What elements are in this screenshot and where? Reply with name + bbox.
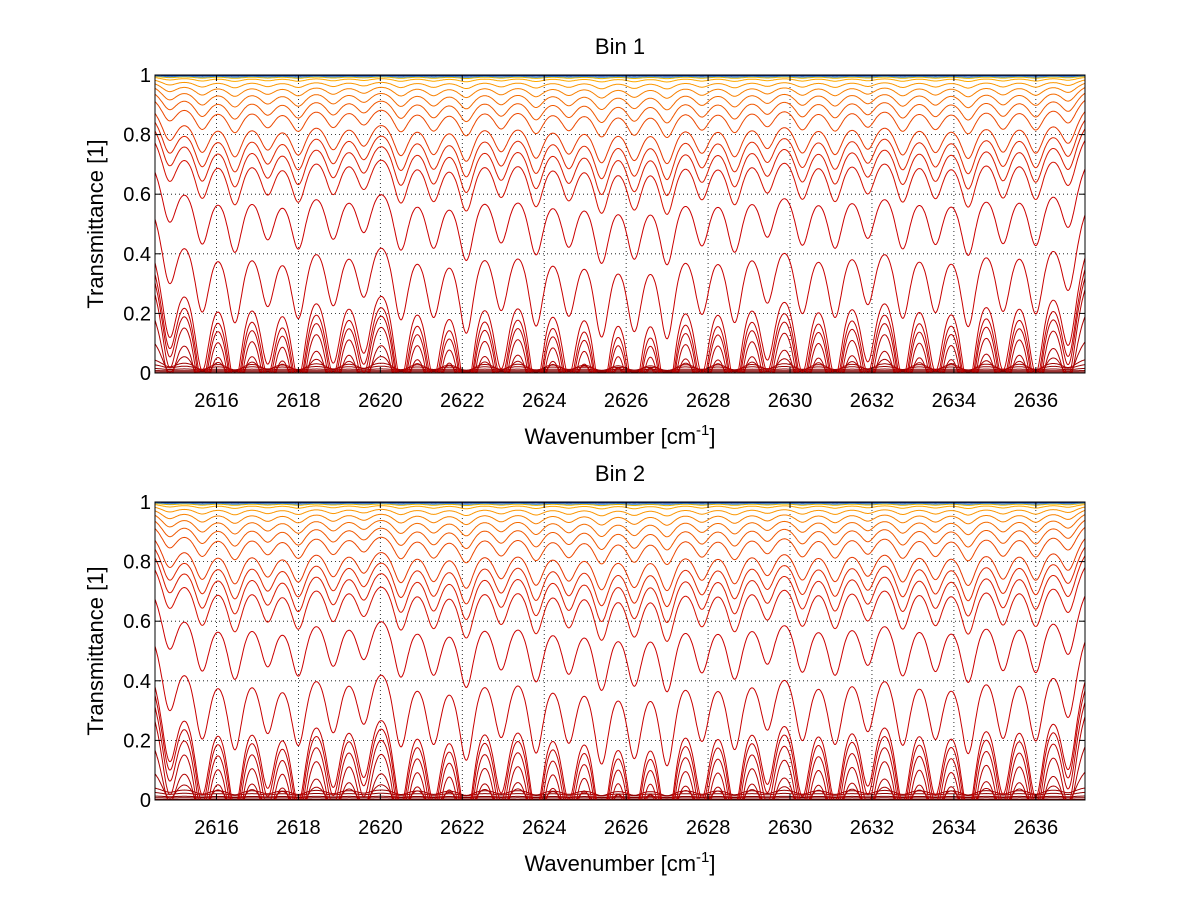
series-line-curve-20 bbox=[154, 514, 1086, 538]
series-line-curve-13 bbox=[154, 214, 1086, 340]
series-line-curve-13 bbox=[154, 595, 1086, 693]
y-axis-label: Transmittance [1] bbox=[83, 566, 108, 735]
y-tick-label: 0.8 bbox=[123, 552, 151, 574]
series-line-curve-26 bbox=[155, 501, 1085, 504]
y-tick-label: 0.2 bbox=[123, 303, 151, 325]
series-line-curve-23 bbox=[155, 504, 1086, 510]
x-axis-label-sup: -1 bbox=[696, 849, 709, 866]
series-layer bbox=[154, 501, 1086, 801]
y-tick-label: 0.2 bbox=[123, 730, 151, 752]
series-line-curve-21 bbox=[154, 87, 1086, 111]
y-tick-label: 0 bbox=[140, 790, 151, 812]
series-line-curve-09 bbox=[154, 702, 1086, 801]
tick-layer: 2616 2618 2620 2622 2624 2626 2628 2630 2632 2634… bbox=[123, 65, 1085, 412]
y-tick-label: 0.6 bbox=[123, 611, 151, 633]
series-line-curve-25 bbox=[155, 75, 1085, 80]
series-layer bbox=[154, 74, 1086, 374]
y-tick-label: 0.8 bbox=[123, 125, 151, 147]
y-tick-label: 0.6 bbox=[123, 184, 151, 206]
series-line-curve-15 bbox=[154, 555, 1086, 624]
series-line-curve-17 bbox=[154, 538, 1086, 592]
series-line-curve-10 bbox=[154, 277, 1086, 374]
x-tick-label: 2626 bbox=[604, 390, 649, 412]
x-tick-label: 2632 bbox=[850, 817, 895, 839]
x-axis-label: Wavenumber [cm-1] bbox=[524, 849, 715, 876]
series-line-curve-12 bbox=[154, 641, 1086, 767]
y-tick-label: 0.4 bbox=[123, 244, 151, 266]
series-line-curve-11 bbox=[154, 269, 1086, 374]
x-tick-label: 2620 bbox=[358, 390, 403, 412]
series-line-curve-10 bbox=[154, 690, 1086, 801]
y-axis-label: Transmittance [1] bbox=[83, 139, 108, 308]
series-line-curve-24 bbox=[155, 77, 1086, 83]
x-tick-label: 2636 bbox=[1014, 390, 1059, 412]
x-axis-label-main: Wavenumber [cm bbox=[524, 851, 696, 876]
series-line-curve-14 bbox=[154, 567, 1086, 642]
series-line-curve-20 bbox=[154, 92, 1086, 124]
series-line-curve-22 bbox=[154, 82, 1086, 99]
x-tick-label: 2628 bbox=[686, 817, 731, 839]
x-tick-label: 2634 bbox=[932, 390, 977, 412]
x-tick-label: 2616 bbox=[194, 390, 239, 412]
x-tick-label: 2626 bbox=[604, 817, 649, 839]
grid-layer bbox=[155, 502, 1085, 800]
series-line-curve-14 bbox=[154, 168, 1086, 266]
axes-frame bbox=[154, 74, 1086, 374]
y-tick-label: 1 bbox=[140, 65, 151, 87]
series-line-curve-09 bbox=[154, 289, 1086, 374]
series-line-curve-23 bbox=[154, 79, 1086, 90]
x-tick-label: 2624 bbox=[522, 390, 567, 412]
x-tick-label: 2616 bbox=[194, 817, 239, 839]
x-tick-label: 2622 bbox=[440, 390, 485, 412]
series-line-curve-19 bbox=[154, 519, 1086, 551]
panel-bin-1: Bin 1 2616 2618 2620 2622 2624 2626 2628 2630 26… bbox=[83, 34, 1086, 449]
panel-bin-2: Bin 2 2616 2618 2620 2622 2624 2626 2628 2630 26… bbox=[83, 461, 1086, 876]
x-axis-label-tail: ] bbox=[709, 851, 715, 876]
series-line-curve-21 bbox=[154, 509, 1086, 526]
x-tick-label: 2630 bbox=[768, 390, 813, 412]
series-line-curve-11 bbox=[154, 681, 1086, 801]
x-axis-label-main: Wavenumber [cm bbox=[524, 424, 696, 449]
x-tick-label: 2632 bbox=[850, 390, 895, 412]
series-line-curve-26 bbox=[155, 75, 1086, 78]
chart-title: Bin 1 bbox=[595, 34, 645, 59]
y-tick-label: 0.4 bbox=[123, 671, 151, 693]
series-line-curve-03 bbox=[155, 370, 1085, 372]
axes-frame bbox=[154, 501, 1086, 801]
series-line-curve-19 bbox=[154, 99, 1086, 139]
tick-layer: 2616 2618 2620 2622 2624 2626 2628 2630 2632 2634… bbox=[123, 492, 1085, 839]
x-tick-label: 2630 bbox=[768, 817, 813, 839]
x-tick-label: 2620 bbox=[358, 817, 403, 839]
x-axis-label-tail: ] bbox=[709, 424, 715, 449]
x-tick-label: 2634 bbox=[932, 817, 977, 839]
series-line-curve-12 bbox=[154, 257, 1086, 374]
y-tick-label: 0 bbox=[140, 363, 151, 385]
series-line-curve-16 bbox=[154, 128, 1086, 197]
x-axis-label-sup: -1 bbox=[696, 422, 709, 439]
series-line-curve-25 bbox=[155, 502, 1086, 505]
series-line-curve-16 bbox=[154, 546, 1086, 608]
series-line-curve-15 bbox=[154, 140, 1086, 215]
series-line-curve-22 bbox=[154, 506, 1086, 517]
y-tick-label: 1 bbox=[140, 492, 151, 514]
x-axis-label: Wavenumber [cm-1] bbox=[524, 422, 715, 449]
series-line-curve-24 bbox=[155, 502, 1085, 507]
series-line-curve-17 bbox=[154, 119, 1086, 181]
x-tick-label: 2628 bbox=[686, 390, 731, 412]
x-tick-label: 2624 bbox=[522, 817, 567, 839]
series-line-curve-18 bbox=[154, 111, 1086, 165]
x-tick-label: 2618 bbox=[276, 817, 321, 839]
x-tick-label: 2618 bbox=[276, 390, 321, 412]
x-tick-label: 2636 bbox=[1014, 817, 1059, 839]
x-tick-label: 2622 bbox=[440, 817, 485, 839]
chart-title: Bin 2 bbox=[595, 461, 645, 486]
series-line-curve-27 bbox=[155, 74, 1085, 77]
series-line-curve-18 bbox=[154, 526, 1086, 566]
